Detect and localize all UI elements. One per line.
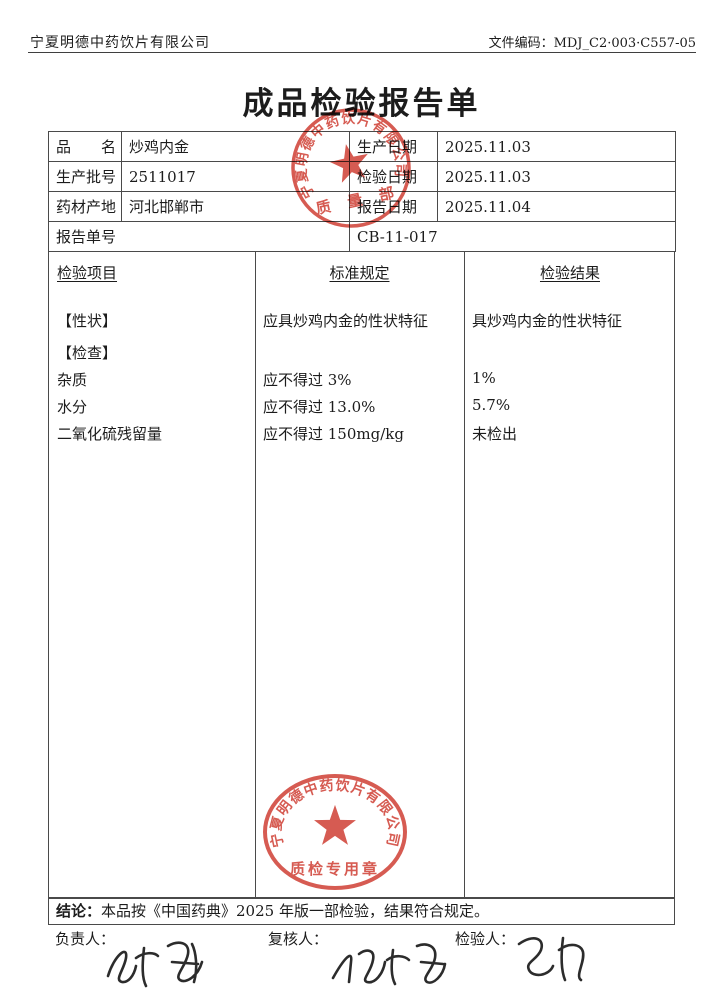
- table-row: 报告单号 CB-11-017: [48, 221, 676, 252]
- row-item: 二氧化硫残留量: [57, 425, 163, 443]
- production-date-value: 2025.11.03: [437, 131, 676, 162]
- report-date-value: 2025.11.04: [437, 191, 676, 222]
- row-standard: 应不得过 150mg/kg: [263, 425, 404, 443]
- conclusion-text: 本品按《中国药典》2025 年版一部检验，结果符合规定。: [101, 902, 489, 920]
- row-standard: 应不得过 3%: [263, 371, 352, 389]
- row-result: 1%: [472, 369, 496, 387]
- column-divider: [255, 252, 256, 897]
- row-result: 5.7%: [472, 396, 511, 414]
- batch-label: 生产批号: [48, 161, 122, 192]
- batch-value: 2511017: [121, 161, 350, 192]
- inspector-signature: [517, 936, 585, 982]
- report-date-label: 报告日期: [349, 191, 438, 222]
- origin-label: 药材产地: [48, 191, 122, 222]
- inspection-table: 检验项目 标准规定 检验结果 【性状】 应具炒鸡内金的性状特征 具炒鸡内金的性状…: [48, 251, 675, 898]
- inspector-label: 检验人：: [455, 930, 516, 948]
- quality-department-stamp: 宁夏明德中药饮片有限公司 质 量 部: [286, 104, 412, 228]
- responsible-person-label: 负责人：: [55, 930, 116, 948]
- table-row: 药材产地 河北邯郸市 报告日期 2025.11.04: [48, 191, 676, 222]
- responsible-signature: [106, 941, 204, 988]
- column-header-result: 检验结果: [539, 264, 600, 282]
- column-header-item: 检验项目: [57, 264, 118, 282]
- product-name-label: 品 名: [48, 131, 122, 162]
- product-name-value: 炒鸡内金: [121, 131, 350, 162]
- table-row: 品 名 炒鸡内金 生产日期 2025.11.03: [48, 131, 676, 162]
- qc-seal-stamp: 宁夏明德中药饮片有限公司 质检专用章: [263, 774, 407, 890]
- header-company-name: 宁夏明德中药饮片有限公司: [30, 35, 210, 51]
- column-header-standard: 标准规定: [329, 264, 390, 282]
- star-icon: [314, 804, 356, 845]
- row-standard: 应具炒鸡内金的性状特征: [263, 312, 429, 330]
- header-divider: [28, 52, 696, 53]
- page-title: 成品检验报告单: [242, 86, 481, 122]
- report-no-label: 报告单号: [48, 221, 350, 252]
- column-divider: [464, 252, 465, 897]
- stamp-caption-text: 质检专用章: [290, 860, 380, 878]
- reviewer-signature: [331, 943, 447, 986]
- conclusion-row: 结论：本品按《中国药典》2025 年版一部检验，结果符合规定。: [48, 898, 675, 925]
- reviewer-label: 复核人：: [268, 930, 329, 948]
- row-item: 水分: [57, 398, 88, 416]
- header-document-code: 文件编码：MDJ_C2·003·C557-05: [488, 36, 696, 51]
- inspection-date-value: 2025.11.03: [437, 161, 676, 192]
- row-standard: 应不得过 13.0%: [263, 398, 376, 416]
- conclusion-label: 结论：: [56, 902, 102, 920]
- info-table: 品 名 炒鸡内金 生产日期 2025.11.03 生产批号 2511017 检验…: [48, 131, 676, 252]
- row-result: 未检出: [472, 425, 518, 443]
- row-result: 具炒鸡内金的性状特征: [472, 312, 623, 330]
- star-icon: [329, 144, 368, 183]
- row-item: 【检查】: [57, 344, 118, 362]
- origin-value: 河北邯郸市: [121, 191, 350, 222]
- row-item: 杂质: [57, 371, 88, 389]
- row-item: 【性状】: [57, 312, 118, 330]
